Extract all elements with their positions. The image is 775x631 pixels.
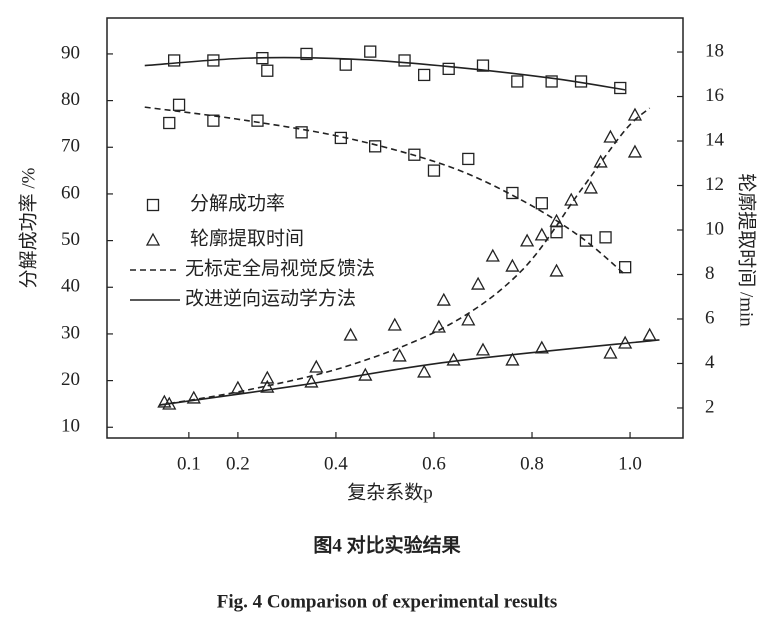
y2-tick-label: 2 — [705, 396, 715, 417]
marker — [564, 192, 579, 206]
x-axis-label: 复杂系数p — [347, 481, 433, 503]
marker — [172, 98, 186, 111]
curve — [159, 107, 651, 406]
marker — [511, 75, 524, 88]
marker — [368, 140, 382, 153]
marker — [627, 144, 643, 158]
marker — [535, 197, 548, 210]
marker — [186, 390, 201, 404]
marker — [168, 54, 181, 67]
legend-marker — [145, 232, 161, 246]
legend-label: 改进逆向运动学方法 — [185, 287, 356, 309]
marker — [163, 116, 176, 130]
marker — [545, 75, 558, 88]
marker — [599, 231, 612, 244]
marker — [549, 263, 564, 277]
curve — [159, 339, 660, 406]
legend-label: 无标定全局视觉反馈法 — [185, 257, 375, 279]
marker — [295, 126, 308, 139]
marker — [260, 370, 275, 384]
y-tick-label: 40 — [61, 276, 80, 297]
marker — [442, 62, 455, 76]
marker — [642, 327, 657, 341]
marker — [461, 312, 476, 326]
marker — [417, 364, 432, 378]
marker — [505, 352, 520, 366]
marker — [230, 380, 245, 394]
marker — [300, 47, 313, 61]
marker — [505, 258, 520, 272]
curve — [144, 106, 626, 276]
marker — [619, 261, 632, 274]
marker — [309, 359, 324, 373]
y-tick-label: 50 — [61, 229, 80, 250]
x-tick-label: 0.6 — [422, 453, 446, 474]
legend-label: 轮廓提取时间 — [190, 227, 304, 249]
y2-tick-label: 4 — [705, 352, 715, 373]
x-tick-label: 1.0 — [618, 453, 642, 474]
marker — [418, 68, 431, 82]
marker — [260, 379, 275, 393]
marker — [593, 154, 608, 168]
marker — [364, 45, 377, 58]
y-tick-label: 20 — [61, 369, 80, 390]
marker — [534, 340, 549, 354]
y2-tick-label: 16 — [705, 85, 724, 106]
x-tick-label: 0.4 — [324, 453, 348, 474]
marker — [387, 317, 402, 331]
legend-label: 分解成功率 — [190, 192, 285, 214]
y2-tick-label: 12 — [705, 174, 724, 195]
marker — [251, 114, 264, 127]
caption-cn: 图4 对比实验结果 — [313, 533, 460, 556]
legend-marker — [146, 198, 160, 212]
marker — [462, 152, 475, 166]
plot-frame — [106, 17, 684, 439]
marker — [339, 58, 352, 71]
y-tick-label: 10 — [61, 416, 80, 437]
marker — [470, 276, 486, 290]
marker — [603, 129, 618, 143]
y2-tick-label: 6 — [705, 307, 715, 328]
marker — [392, 348, 407, 362]
marker — [579, 234, 593, 247]
y2-tick-label: 8 — [705, 263, 715, 284]
x-tick-label: 0.2 — [226, 453, 250, 474]
y-tick-label: 70 — [61, 136, 80, 157]
y-tick-label: 80 — [61, 89, 80, 110]
y2-tick-label: 10 — [705, 218, 724, 239]
marker — [431, 319, 446, 333]
y2-tick-label: 18 — [705, 40, 724, 61]
y-tick-label: 30 — [61, 322, 80, 343]
marker — [304, 374, 319, 388]
y2-axis-label: 轮廓提取时间 /min — [736, 173, 758, 327]
y2-tick-label: 14 — [705, 129, 725, 150]
curve — [144, 56, 626, 91]
marker — [261, 64, 274, 77]
y-tick-label: 90 — [61, 42, 80, 63]
x-tick-label: 0.1 — [177, 453, 201, 474]
marker — [583, 180, 598, 194]
y-tick-label: 60 — [61, 182, 80, 203]
marker — [207, 114, 220, 127]
x-tick-label: 0.8 — [520, 453, 544, 474]
marker — [534, 227, 549, 241]
marker — [485, 248, 500, 262]
caption-en: Fig. 4 Comparison of experimental result… — [217, 591, 558, 612]
marker — [436, 292, 451, 306]
marker — [475, 342, 491, 356]
marker — [398, 54, 411, 67]
marker — [627, 107, 643, 121]
y-axis-label: 分解成功率 /% — [17, 167, 39, 288]
marker — [446, 352, 461, 366]
marker — [408, 148, 421, 161]
marker — [603, 345, 618, 359]
marker — [343, 327, 358, 341]
marker — [427, 164, 441, 177]
marker — [520, 233, 535, 247]
marker — [476, 59, 490, 72]
